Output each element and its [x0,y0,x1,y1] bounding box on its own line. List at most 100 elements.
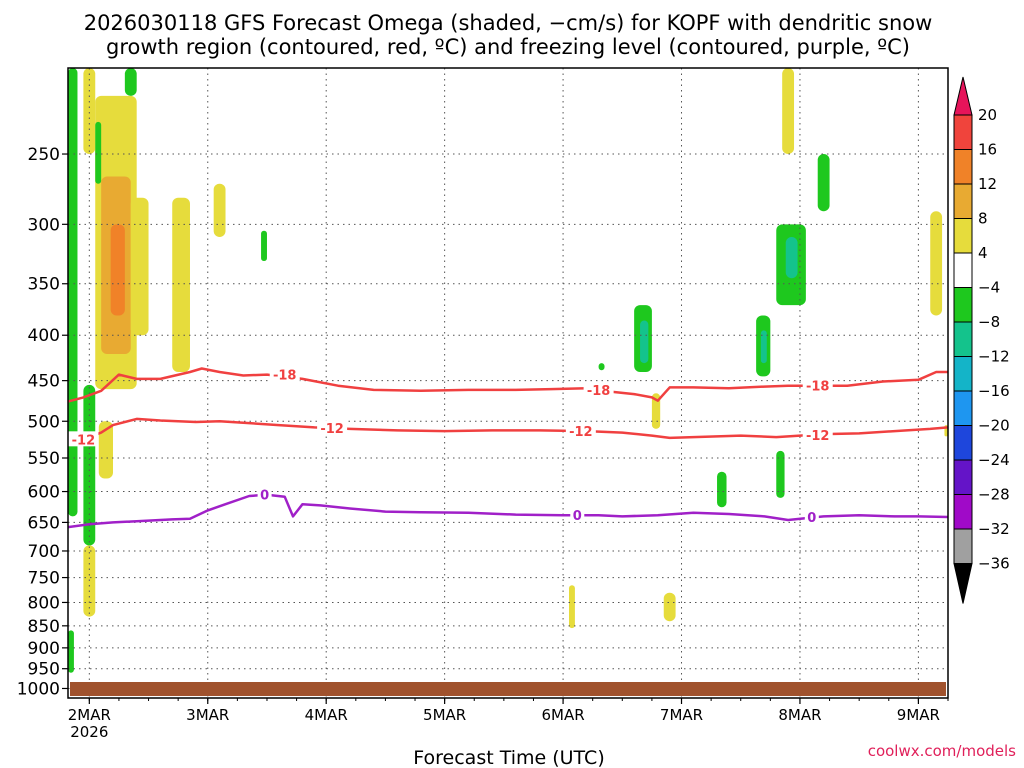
y-tick-label-13: 900 [28,639,60,659]
omega-region-29 [760,330,767,364]
y-tick-label-3: 400 [28,326,60,346]
y-tick-label-15: 1000 [17,679,60,699]
colorbar-label-10: −24 [978,451,1010,469]
colorbar-box-6 [953,287,973,323]
omega-region-4 [130,197,149,336]
x-tick-label-0: 2MAR [68,706,111,724]
colorbar-box-9 [953,390,973,426]
y-tick-label-10: 750 [28,569,60,589]
contour-label-bg-6 [802,426,833,442]
y-tick-label-12: 850 [28,617,60,637]
colorbar-box-4 [953,218,973,254]
colorbar-box-5 [953,252,973,288]
omega-region-17 [68,630,74,673]
colorbar-label-1: 16 [978,141,997,159]
omega-region-20 [261,230,267,262]
contour-label-bg-1 [583,381,614,397]
colorbar-top-arrow [953,76,973,116]
omega-region-27 [598,363,605,371]
omega-region-19 [95,121,102,184]
dgz-contour-m18 [68,367,948,403]
x-tick-label-3: 5MAR [423,706,466,724]
colorbar-label-2: 12 [978,175,997,193]
y-tick-label-7: 600 [28,483,60,503]
colorbar-box-10 [953,425,973,461]
plot-frame [67,67,949,699]
contour-label-8: 0 [573,509,582,524]
omega-region-9 [782,68,795,155]
colorbar: 20 16 12 8 4 −4 −8 −12 −16 −20 −24 −28 −32 −36 [953,76,1010,604]
colorbar-label-0: 20 [978,106,997,124]
colorbar-box-13 [953,528,973,564]
y-tick-label-0: 250 [28,145,60,165]
contour-label-bg-3 [68,431,99,447]
colorbar-box-3 [953,183,973,219]
colorbar-label-4: 4 [978,244,988,262]
contour-label-bg-2 [802,377,833,393]
credit-text[interactable]: coolwx.com/models [868,742,1016,760]
y-tick-label-6: 550 [28,449,60,469]
colorbar-box-8 [953,356,973,392]
colorbar-label-13: −36 [978,555,1010,573]
contour-label-3: -12 [72,433,96,448]
colorbar-label-3: 8 [978,210,988,228]
x-tick-label-2: 4MAR [305,706,348,724]
grid-lines [68,68,948,698]
y-tick-label-8: 650 [28,513,60,533]
chart-title-line-1: 2026030118 GFS Forecast Omega (shaded, −… [84,11,933,35]
x-axis-title: Forecast Time (UTC) [413,747,604,768]
omega-region-6 [213,183,226,237]
omega-region-2 [110,224,125,316]
y-tick-label-5: 500 [28,412,60,432]
omega-region-26 [776,450,785,498]
contour-label-bg-7 [257,486,272,502]
colorbar-bottom-arrow [953,563,973,604]
omega-region-10 [930,211,943,316]
y-axis: 2503003504004505005506006507007508008509… [17,145,68,699]
omega-region-5 [172,197,190,372]
colorbar-label-8: −16 [978,382,1010,400]
omega-region-30 [785,236,798,279]
contour-label-bg-0 [269,366,300,382]
colorbar-label-5: −4 [978,279,1000,297]
x-tick-label-1: 3MAR [186,706,229,724]
colorbar-label-9: −20 [978,417,1010,435]
contour-label-1: -18 [587,384,611,399]
omega-region-28 [640,320,649,364]
freezing-level-contour [68,493,948,529]
colorbar-label-12: −32 [978,520,1010,538]
ground-band [70,682,946,696]
omega-region-11 [651,393,661,429]
contour-label-bg-4 [317,420,348,436]
omega-region-8 [83,545,96,617]
x-tick-sublabel-0: 2026 [70,723,108,741]
contour-label-bg-9 [804,509,819,525]
omega-region-15 [68,68,78,517]
contour-labels: -18 -18 -18 -12 -12 -12 -12 0 0 0 [68,366,833,526]
x-tick-label-4: 6MAR [541,706,584,724]
x-tick-label-6: 8MAR [778,706,821,724]
omega-region-24 [817,154,830,212]
omega-region-3 [83,68,96,155]
contour-label-7: 0 [260,489,269,504]
omega-region-12 [568,585,575,629]
contour-label-bg-8 [570,507,585,523]
y-tick-label-14: 950 [28,660,60,680]
y-tick-label-11: 800 [28,593,60,613]
y-tick-label-4: 450 [28,372,60,392]
colorbar-box-11 [953,459,973,495]
x-tick-label-7: 9MAR [897,706,940,724]
omega-region-13 [663,592,676,622]
contour-label-5: -12 [569,425,593,440]
contour-label-9: 0 [807,511,816,526]
y-tick-label-1: 300 [28,215,60,235]
colorbar-label-11: −28 [978,486,1010,504]
x-tick-label-5: 7MAR [660,706,703,724]
contour-label-4: -12 [320,422,344,437]
contour-label-6: -12 [806,429,830,444]
omega-region-18 [124,68,137,96]
colorbar-label-6: −8 [978,313,1000,331]
colorbar-label-7: −12 [978,348,1010,366]
contour-label-2: -18 [806,380,830,395]
